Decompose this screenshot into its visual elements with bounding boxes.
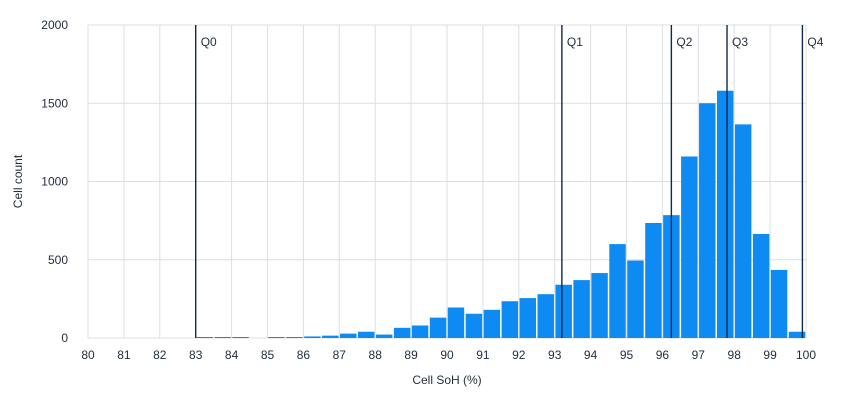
x-tick-label: 94 xyxy=(584,348,598,362)
x-axis-title: Cell SoH (%) xyxy=(412,373,481,387)
y-tick-label: 1000 xyxy=(41,175,68,189)
bars-layer xyxy=(196,90,806,338)
x-tick-label: 85 xyxy=(261,348,275,362)
histogram-bar xyxy=(447,307,465,338)
tick-labels: 80 81 82 83 84 85 86 87 88 89 90 91 92 93 94 95 96 97 98 99… xyxy=(41,18,816,362)
y-tick-label: 500 xyxy=(48,253,68,267)
histogram-bar xyxy=(681,156,698,338)
histogram-bar xyxy=(483,309,501,338)
histogram-bar xyxy=(411,325,429,338)
histogram-bar xyxy=(286,337,303,338)
x-tick-label: 95 xyxy=(620,348,634,362)
quantile-marker-label: Q0 xyxy=(201,35,217,49)
histogram-bar xyxy=(752,233,770,338)
x-tick-label: 80 xyxy=(81,348,95,362)
x-tick-label: 98 xyxy=(728,348,742,362)
histogram-bar xyxy=(465,313,483,338)
histogram-bar xyxy=(609,244,626,338)
x-tick-label: 84 xyxy=(225,348,239,362)
y-axis-title: Cell count xyxy=(11,154,25,208)
histogram-bar xyxy=(429,317,447,338)
histogram-bar xyxy=(519,298,536,338)
x-tick-label: 92 xyxy=(512,348,526,362)
histogram-bar xyxy=(375,334,393,338)
histogram-bar xyxy=(214,337,231,338)
x-tick-label: 83 xyxy=(189,348,203,362)
histogram-bar xyxy=(699,103,716,338)
histogram-bar xyxy=(393,327,411,338)
histogram-bar xyxy=(340,333,357,338)
x-tick-label: 87 xyxy=(333,348,347,362)
histogram-bar xyxy=(645,222,662,338)
x-tick-label: 97 xyxy=(692,348,706,362)
histogram-bar xyxy=(358,331,375,338)
histogram-bar xyxy=(537,294,554,338)
histogram-bar xyxy=(734,124,752,338)
y-tick-label: 1500 xyxy=(41,96,68,110)
quantile-marker-label: Q2 xyxy=(676,35,692,49)
y-tick-label: 0 xyxy=(61,331,68,345)
x-tick-label: 96 xyxy=(656,348,670,362)
histogram-bar xyxy=(788,331,806,338)
histogram-bar xyxy=(717,90,734,338)
histogram-bar xyxy=(196,337,213,338)
quantile-marker-label: Q4 xyxy=(807,35,823,49)
x-tick-label: 86 xyxy=(297,348,311,362)
x-tick-label: 88 xyxy=(369,348,383,362)
x-tick-label: 93 xyxy=(548,348,562,362)
quantile-markers: Q0 Q1 Q2 Q3 Q4 xyxy=(194,25,824,338)
quantile-marker-label: Q1 xyxy=(567,35,583,49)
x-tick-label: 90 xyxy=(440,348,454,362)
histogram-bar xyxy=(322,335,339,338)
histogram-bar xyxy=(555,284,572,338)
x-tick-label: 81 xyxy=(117,348,131,362)
histogram-bar xyxy=(268,337,285,338)
quantile-marker-label: Q3 xyxy=(732,35,748,49)
histogram-bar xyxy=(770,269,788,338)
x-tick-label: 99 xyxy=(763,348,777,362)
histogram-bar xyxy=(304,336,321,338)
x-tick-label: 100 xyxy=(796,348,816,362)
histogram-bar xyxy=(501,301,519,338)
x-tick-label: 82 xyxy=(153,348,167,362)
histogram-bar xyxy=(591,273,608,338)
histogram-bar xyxy=(232,337,249,338)
x-tick-label: 89 xyxy=(404,348,418,362)
y-tick-label: 2000 xyxy=(41,18,68,32)
histogram-bar xyxy=(627,260,644,338)
x-tick-label: 91 xyxy=(476,348,490,362)
histogram-bar xyxy=(573,280,590,338)
